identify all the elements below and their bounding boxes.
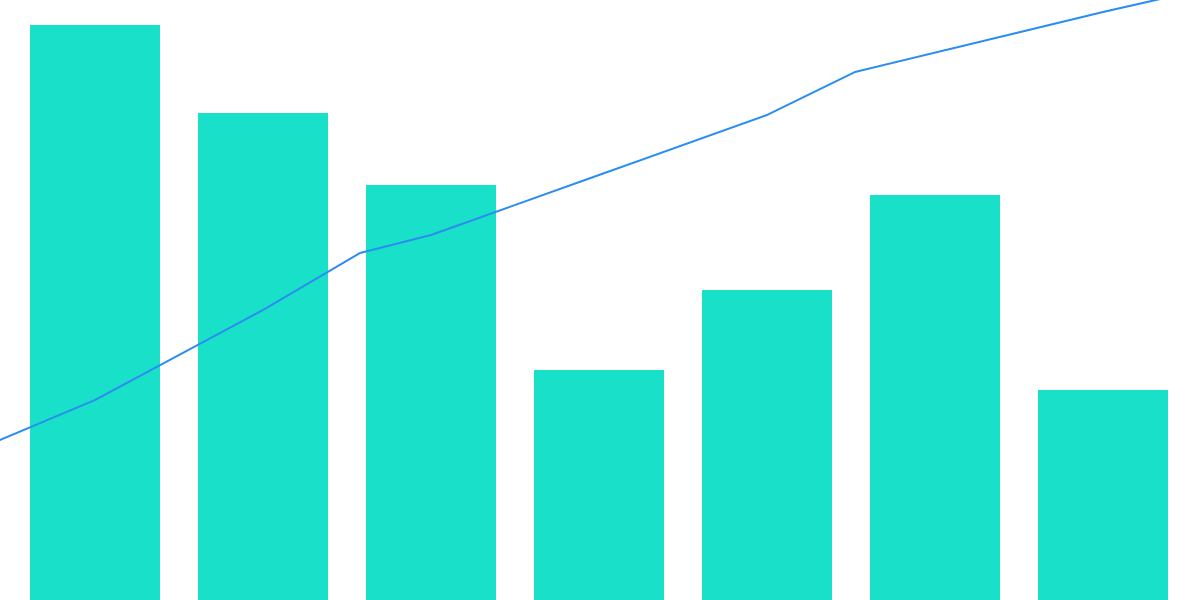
bar-2 [198, 113, 328, 600]
bar-3 [366, 185, 496, 600]
bar-7 [1038, 390, 1168, 600]
bar-1 [30, 25, 160, 600]
bar-6 [870, 195, 1000, 600]
bar-5 [702, 290, 832, 600]
bar-4 [534, 370, 664, 600]
combo-chart [0, 0, 1200, 600]
